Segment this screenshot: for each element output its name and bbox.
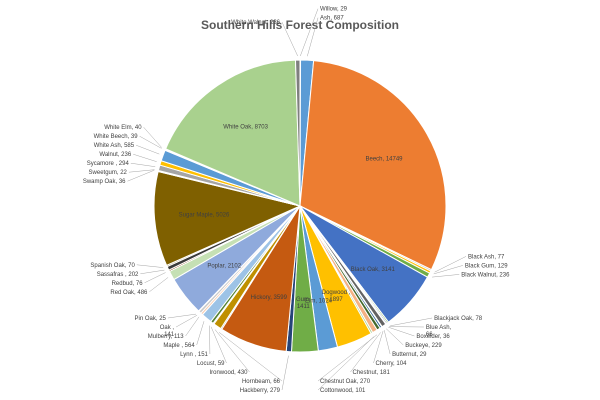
label-swamp-oak: Swamp Oak, 36	[83, 179, 126, 185]
leader-butternut	[383, 330, 391, 355]
label-chestnut: Chestnut, 181	[353, 370, 391, 376]
label-sassafras: Sassafras , 202	[97, 272, 139, 278]
leader-chestnut	[350, 332, 381, 373]
label-spanish-oak: Spanish Oak, 70	[90, 263, 135, 269]
leader-maple	[196, 321, 205, 346]
leader-sweetgum	[128, 169, 155, 173]
label-walnut: Walnut, 236	[99, 152, 131, 158]
label-black-oak: Black Oak, 3141	[351, 267, 396, 273]
leader-buckeye	[386, 328, 404, 346]
leader-black-gum	[433, 265, 463, 275]
label-chestnut-oak: Chestnut Oak, 270	[320, 379, 371, 385]
label-cherry: Cherry, 104	[376, 361, 408, 367]
label-blackjack-oak: Blackjack Oak, 78	[434, 316, 483, 322]
leader-boxelder	[388, 326, 415, 337]
label-sugar-maple: Sugar Maple, 5026	[179, 213, 230, 219]
leader-chestnut-oak	[317, 334, 378, 382]
leader-white-beech	[139, 135, 162, 149]
leader-cottonwood	[317, 336, 374, 391]
leader-redbud	[144, 272, 166, 284]
leader-ironwood	[214, 329, 250, 373]
leader-black-walnut	[432, 274, 460, 278]
leader-pin-oak	[167, 313, 197, 319]
label-beech: Beech, 14749	[365, 157, 403, 163]
leader-mulberry	[185, 316, 200, 337]
label-black-gum: Black Gum, 129	[465, 263, 508, 269]
leader-black-ash	[434, 256, 467, 273]
label-redbud: Redbud, 76	[112, 281, 144, 287]
leader-ash	[307, 17, 319, 57]
label-elm: Elm, 1024	[305, 299, 333, 305]
label-black-ash: Black Ash, 77	[468, 254, 505, 260]
slice-labels: Beech, 14749 Black Oak, 3141 Dogwood , 1897…	[83, 7, 510, 394]
slice-sugar-maple	[153, 170, 302, 267]
leader-lines	[127, 8, 467, 391]
leader-white-walnut	[281, 21, 298, 57]
label-poplar: Poplar, 2102	[207, 264, 241, 270]
label-white-oak: White Oak, 8703	[223, 125, 268, 131]
leader-sycamore	[130, 162, 156, 167]
label-pin-oak: Pin Oak, 25	[135, 316, 167, 322]
label-blue-ash: Blue Ash, 66	[426, 325, 452, 338]
label-cottonwood: Cottonwood, 101	[320, 388, 366, 394]
label-black-walnut: Black Walnut, 236	[461, 272, 510, 278]
leader-white-elm	[143, 127, 162, 148]
label-mulberry: Mulberry, 113	[148, 334, 184, 340]
label-ironwood: Ironwood, 430	[209, 370, 248, 376]
label-locust: Locust, 59	[197, 361, 225, 367]
label-boxelder: Boxelder, 36	[416, 334, 450, 340]
leader-cherry	[373, 330, 384, 364]
leader-sassafras	[140, 269, 165, 275]
leader-willow	[300, 8, 319, 57]
leader-hackberry	[281, 355, 289, 391]
label-ash: Ash, 687	[320, 16, 344, 22]
leader-red-oak	[149, 277, 169, 292]
label-sycamore: Sycamore , 294	[87, 161, 130, 167]
label-maple: Maple , 564	[163, 343, 195, 349]
label-sweetgum: Sweetgum, 22	[89, 170, 128, 176]
label-white-beech: White Beech, 39	[94, 134, 139, 140]
label-oak: Oak , 141	[160, 325, 175, 338]
slice-white-walnut	[294, 59, 301, 207]
label-white-walnut: White Walnut, 236	[231, 20, 280, 26]
leader-oak	[175, 314, 198, 328]
label-dogwood: Dogwood , 1897	[322, 290, 351, 303]
label-red-oak: Red Oak, 486	[110, 290, 148, 296]
label-white-elm: White Elm, 40	[104, 125, 142, 131]
label-gum: Gum, 1411	[296, 297, 311, 310]
slice-beech	[299, 60, 447, 271]
slice-white-oak	[164, 59, 301, 207]
leader-spanish-oak	[136, 264, 164, 268]
label-butternut: Butternut, 29	[392, 352, 427, 358]
label-lynn: Lynn , 151	[180, 352, 208, 358]
pie-slices	[153, 59, 447, 353]
leader-locust	[210, 326, 227, 364]
leader-blackjack-oak	[390, 317, 433, 327]
label-white-ash: White Ash, 585	[94, 143, 135, 149]
leader-hornbeam	[218, 332, 283, 382]
chart-title: Southern Hills Forest Composition	[200, 18, 399, 32]
label-hackberry: Hackberry, 279	[240, 388, 281, 394]
label-buckeye: Buckeye, 229	[405, 343, 442, 349]
label-willow: Willow, 29	[320, 7, 348, 13]
label-hornbeam: Hornbeam, 66	[242, 379, 281, 385]
label-hickory: Hickory, 3599	[251, 295, 288, 301]
leader-swamp-oak	[127, 169, 155, 182]
leader-walnut	[133, 153, 157, 162]
leader-white-ash	[136, 144, 160, 155]
